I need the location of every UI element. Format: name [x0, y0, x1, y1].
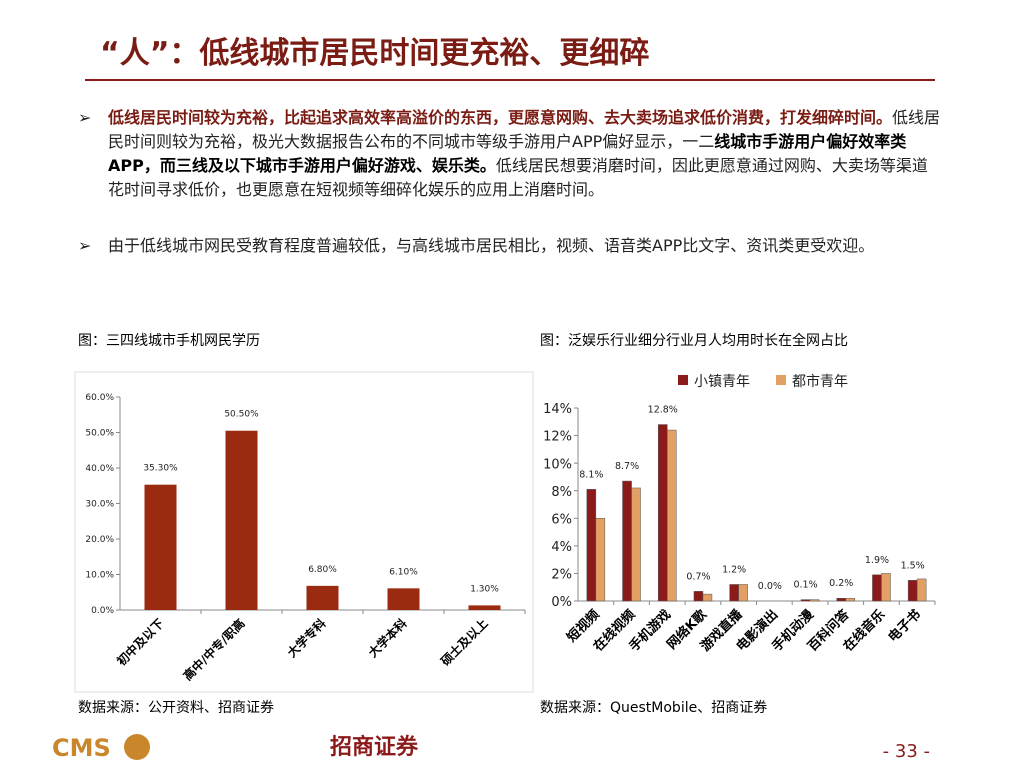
- y-tick-label: 40.0%: [85, 464, 114, 474]
- bar: [144, 484, 177, 610]
- y-tick-label: 60.0%: [85, 393, 114, 403]
- data-label: 0.7%: [686, 571, 710, 582]
- data-label: 1.30%: [470, 584, 499, 594]
- bar: [306, 585, 339, 610]
- x-tick-label: 初中及以下: [114, 616, 167, 669]
- y-tick-label: 0%: [551, 595, 572, 610]
- bar: [658, 424, 668, 602]
- legend-swatch: [678, 375, 688, 385]
- bullet: ➢ 低线居民时间较为充裕，比起追求高效率高溢价的东西，更愿意网购、去大卖场追求低…: [78, 106, 943, 202]
- bar: [468, 605, 501, 610]
- bullet-text: 低线居民时间则较为充裕，极光大数据报告公布的不同城市等级手游用户APP偏好显示，…: [108, 108, 941, 151]
- chart-caption: 图：三四线城市手机网民学历: [78, 332, 260, 349]
- data-label: 8.1%: [579, 469, 603, 480]
- x-tick-label: 高中/中专/职高: [180, 616, 248, 684]
- data-label: 0.2%: [829, 578, 853, 589]
- title-rule: [85, 79, 935, 81]
- x-tick-label: 大学专科: [284, 616, 329, 661]
- data-label: 1.5%: [901, 560, 925, 571]
- bar: [693, 591, 704, 602]
- y-tick-label: 0.0%: [91, 606, 114, 616]
- legend-label: 都市青年: [792, 373, 848, 390]
- bar: [729, 584, 739, 602]
- bar: [809, 599, 820, 602]
- bullet-text: 由于低线城市网民受教育程度普遍较低，与高线城市居民相比，视频、语音类APP比文字…: [108, 236, 875, 255]
- data-label: 50.50%: [224, 410, 259, 420]
- bullet-text: 低线居民想要消磨时间，因此更愿意通过网购、大卖场等渠道花时间寻求低价，也更愿意在…: [108, 156, 928, 199]
- logo-emblem: [124, 734, 150, 760]
- y-tick-label: 20.0%: [85, 535, 114, 545]
- x-tick-label: 电子书: [885, 607, 924, 646]
- footer-company: 招商证券: [330, 734, 419, 760]
- bullet-marker: ➢: [78, 236, 92, 255]
- data-label: 6.10%: [389, 567, 418, 577]
- legend-label: 小镇青年: [694, 374, 750, 390]
- y-tick-label: 30.0%: [85, 500, 114, 510]
- footer-logo: CMS: [52, 734, 111, 762]
- bullet-text: 低线居民时间较为充裕，比起追求高效率高溢价的东西，更愿意网购、去大卖场追求低价消…: [108, 108, 893, 127]
- bar: [622, 480, 632, 602]
- bullet-marker: ➢: [78, 108, 92, 127]
- y-tick-label: 10.0%: [85, 571, 114, 581]
- bar: [595, 518, 606, 602]
- chart-source: 数据来源：公开资料、招商证券: [78, 700, 274, 716]
- bullet: ➢ 由于低线城市网民受教育程度普遍较低，与高线城市居民相比，视频、语音类APP比…: [78, 234, 943, 258]
- chart-caption: 图：泛娱乐行业细分行业月人均用时长在全网占比: [540, 332, 848, 349]
- legend-swatch: [776, 375, 786, 385]
- y-tick-label: 2%: [551, 568, 572, 583]
- bar: [586, 489, 597, 602]
- y-tick-label: 14%: [543, 402, 572, 417]
- data-label: 12.8%: [648, 405, 678, 416]
- bar: [667, 429, 677, 602]
- bar: [836, 597, 846, 602]
- y-tick-label: 10%: [543, 457, 572, 472]
- bar: [738, 584, 748, 602]
- y-tick-label: 6%: [551, 512, 572, 527]
- bullet-text: 线城市手游用户偏好效率类APP，而三线及以下城市手游用户偏好游戏、娱乐类。: [108, 132, 907, 175]
- y-tick-label: 4%: [551, 540, 572, 555]
- bar: [872, 574, 882, 602]
- bar: [845, 597, 855, 602]
- bar: [702, 593, 713, 602]
- y-tick-label: 12%: [543, 430, 572, 445]
- chart-source: 数据来源：QuestMobile、招商证券: [540, 700, 767, 716]
- y-tick-label: 50.0%: [85, 429, 114, 439]
- page-number: - 33 -: [883, 741, 930, 762]
- data-label: 1.9%: [865, 555, 889, 566]
- y-tick-label: 8%: [551, 485, 572, 500]
- bar: [225, 430, 258, 610]
- data-label: 0.0%: [758, 581, 782, 592]
- data-label: 35.30%: [143, 464, 178, 474]
- bar: [907, 580, 918, 602]
- chart-frame: [74, 371, 534, 693]
- bar: [631, 487, 641, 602]
- data-label: 0.1%: [793, 580, 817, 591]
- bar: [916, 578, 927, 602]
- bar: [881, 573, 891, 602]
- data-label: 8.7%: [615, 461, 639, 472]
- bar: [800, 599, 811, 602]
- bar: [387, 588, 420, 610]
- slide-title: “人”：低线城市居民时间更充裕、更细碎: [100, 36, 650, 71]
- x-tick-label: 硕士及以上: [438, 616, 491, 669]
- x-tick-label: 大学本科: [365, 616, 410, 661]
- data-label: 1.2%: [722, 564, 746, 575]
- data-label: 6.80%: [308, 565, 337, 575]
